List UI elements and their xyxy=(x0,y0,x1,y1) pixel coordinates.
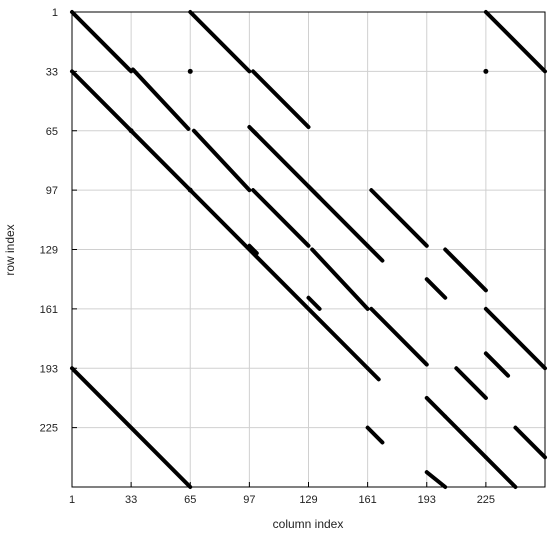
x-tick-label: 129 xyxy=(299,494,317,506)
diagonal-segment xyxy=(365,243,385,263)
y-axis-label: row index xyxy=(3,224,17,275)
data-point xyxy=(128,128,134,134)
diagonal-segment xyxy=(483,351,511,378)
data-points xyxy=(128,68,489,193)
y-tick-label: 97 xyxy=(46,185,58,197)
diagonal-segment xyxy=(191,128,252,193)
y-tick-label: 161 xyxy=(40,304,58,316)
grid-lines xyxy=(72,12,545,487)
diagonal-segment xyxy=(483,455,518,489)
diagonal-segment xyxy=(130,67,191,131)
x-axis-ticks: 1 33 65 97 129 161 193 225 xyxy=(69,482,495,506)
diagonal-segment xyxy=(483,10,547,74)
x-tick-label: 161 xyxy=(358,494,376,506)
diagonal-segment xyxy=(251,69,311,130)
diagonal-segment xyxy=(454,366,488,400)
diagonal-segment xyxy=(188,10,252,74)
y-tick-label: 1 xyxy=(52,7,58,19)
y-tick-label: 225 xyxy=(40,423,58,435)
diagonal-segment xyxy=(443,247,488,293)
diagonal-segment xyxy=(188,188,370,371)
x-tick-label: 225 xyxy=(477,494,495,506)
diagonal-segment xyxy=(443,414,488,460)
diagonal-segment xyxy=(424,277,448,300)
diagonal-segment xyxy=(306,184,322,200)
diagonal-segment xyxy=(70,10,134,74)
data-point xyxy=(187,68,193,74)
diagonal-segment xyxy=(369,306,429,367)
x-tick-label: 1 xyxy=(69,494,75,506)
diagonal-segment xyxy=(306,295,322,311)
diagonal-segment xyxy=(247,243,259,256)
diagonal-segment xyxy=(424,395,448,419)
data-point xyxy=(483,68,489,74)
diagonal-segment xyxy=(369,188,429,248)
y-tick-label: 33 xyxy=(46,66,58,78)
x-tick-label: 33 xyxy=(125,494,137,506)
diagonal-segment xyxy=(251,188,311,248)
x-tick-label: 193 xyxy=(418,494,436,506)
diagonal-segment xyxy=(365,425,385,445)
x-tick-label: 65 xyxy=(184,494,196,506)
diagonal-segment xyxy=(247,125,259,137)
x-axis-label: column index xyxy=(273,517,344,531)
data-point xyxy=(187,187,193,193)
diagonal-segment xyxy=(483,306,547,371)
x-tick-label: 97 xyxy=(243,494,255,506)
y-axis-ticks: 1 33 65 97 129 161 193 225 xyxy=(40,7,77,435)
data-series xyxy=(70,10,547,489)
y-tick-label: 65 xyxy=(46,126,58,138)
diagonal-segment xyxy=(513,425,547,460)
diagonal-segment xyxy=(365,366,381,382)
diagonal-segment xyxy=(70,366,193,489)
diagonal-segment xyxy=(310,247,370,311)
y-tick-label: 193 xyxy=(40,363,58,375)
diagonal-segment xyxy=(424,470,448,489)
y-tick-label: 129 xyxy=(40,245,58,257)
